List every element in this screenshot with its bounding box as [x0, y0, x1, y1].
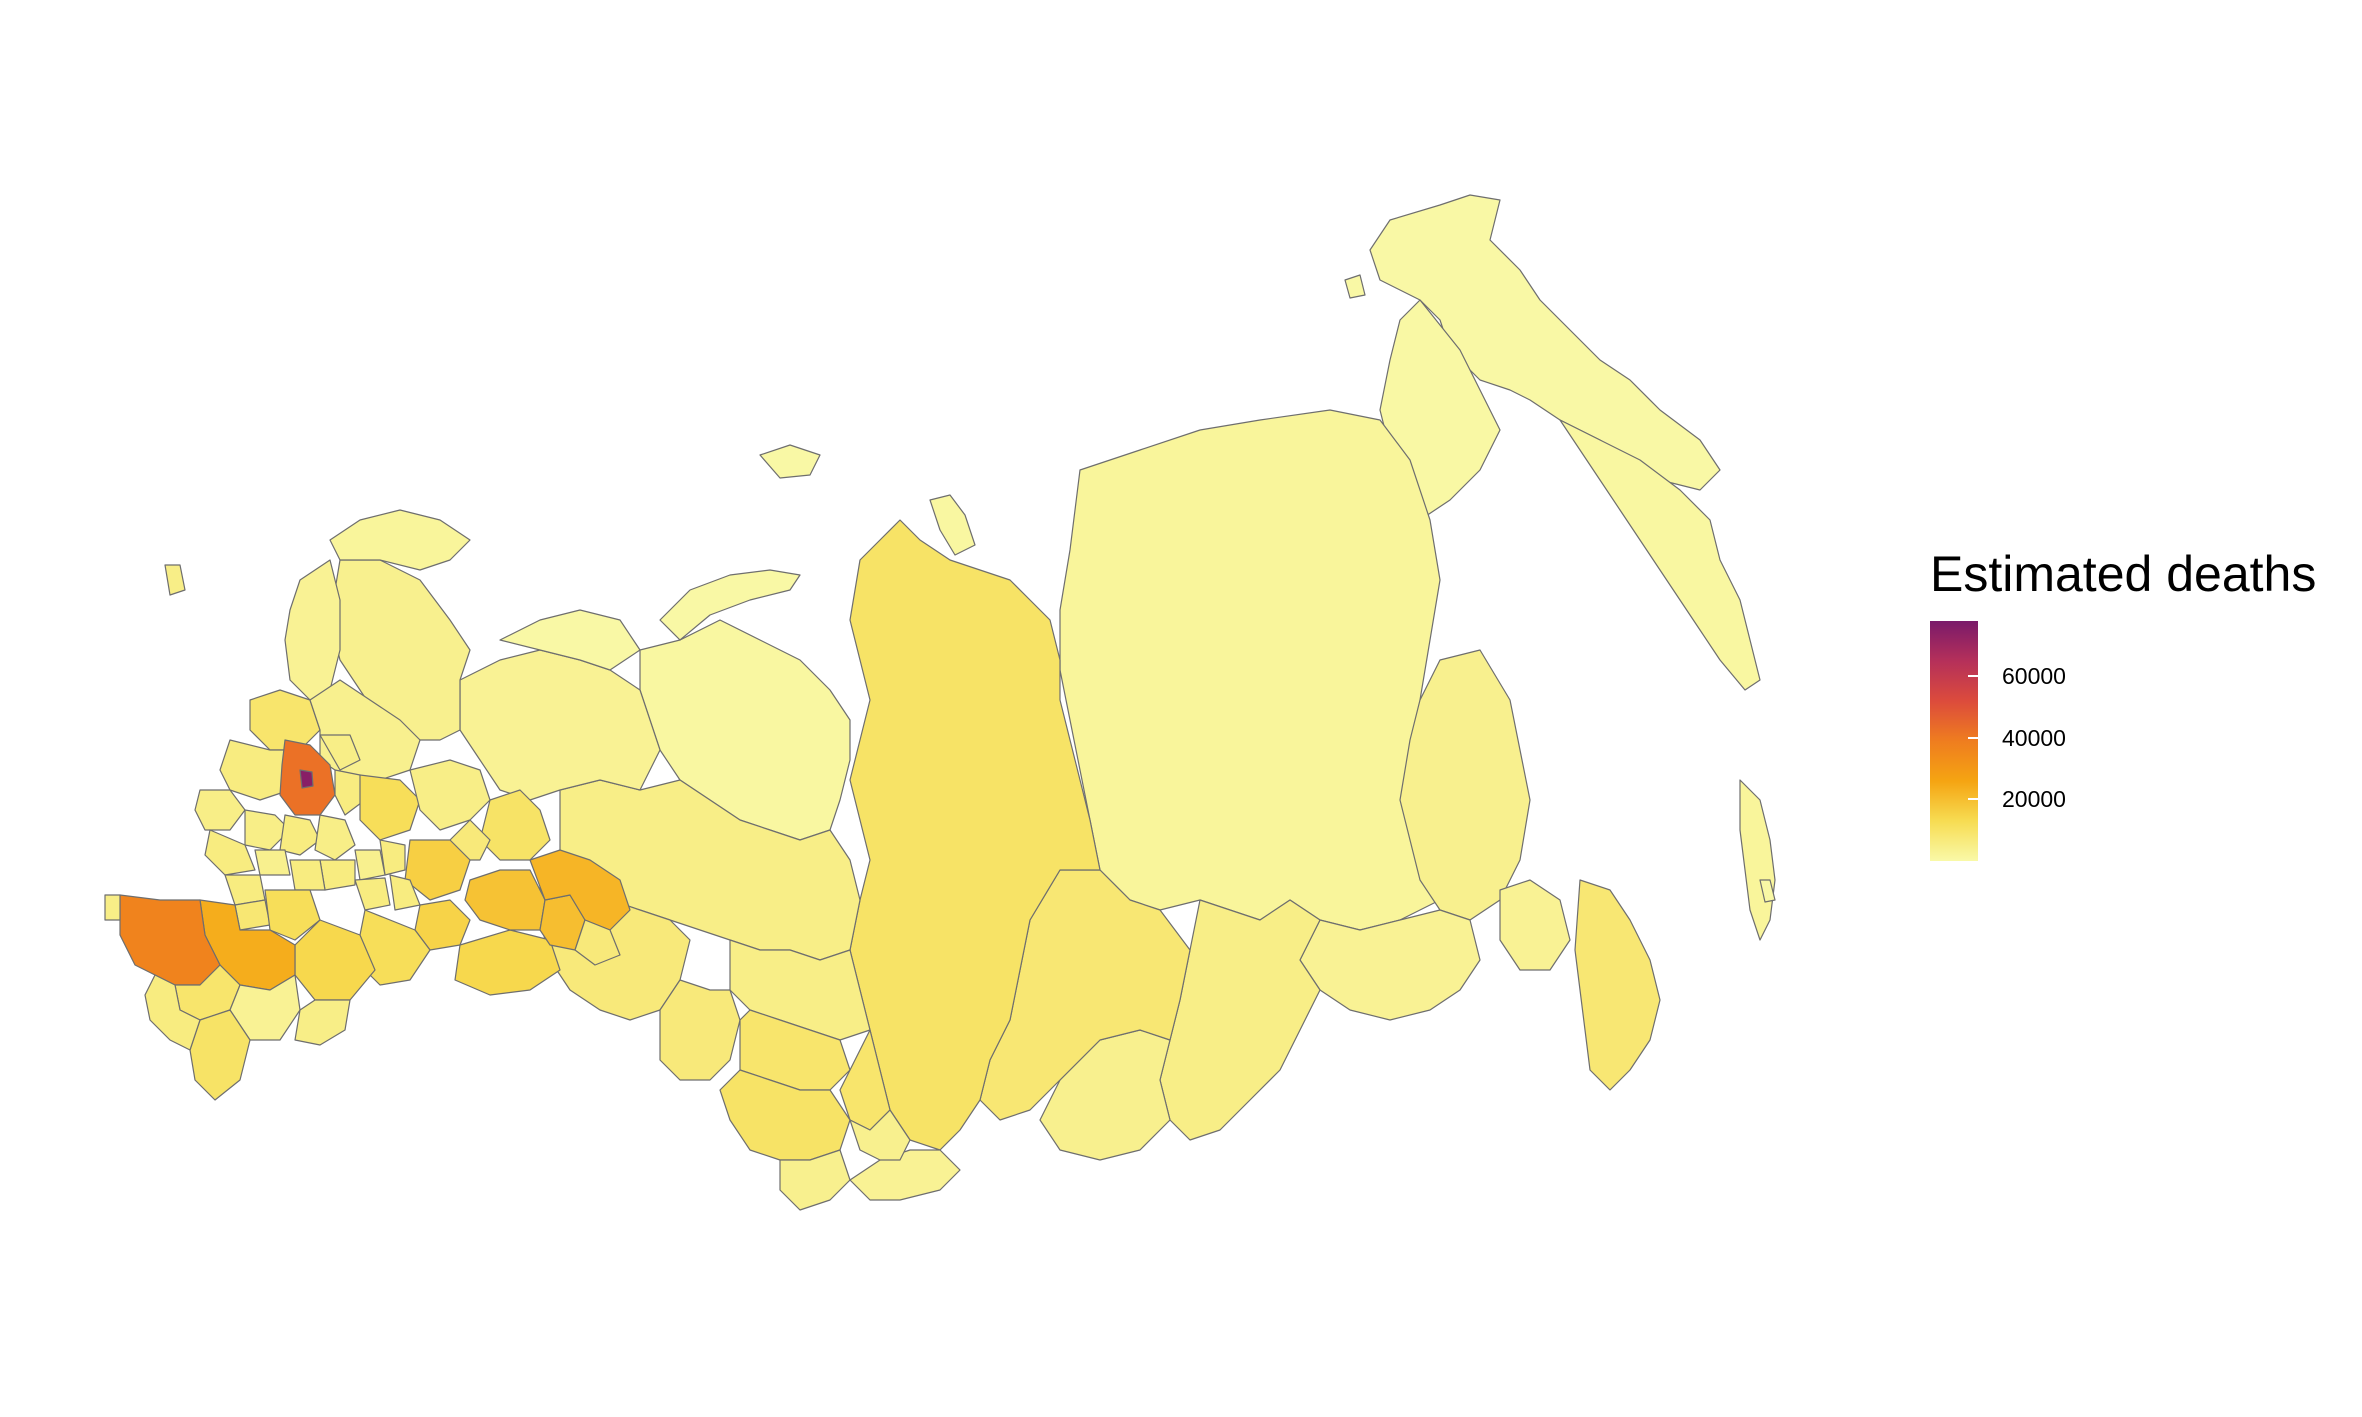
- region-kaliningrad: [164, 564, 186, 596]
- region-krasnoyarsk: [849, 519, 1101, 1151]
- region-kurgan: [574, 919, 621, 966]
- region-kaluga: [244, 809, 291, 851]
- region-n-caucasus: [144, 974, 201, 1051]
- region-sverdlovsk: [529, 849, 631, 931]
- region-severnaya-zemlya: [929, 494, 976, 556]
- region-komi: [459, 649, 661, 801]
- region-kirov: [409, 759, 491, 831]
- region-jewish-ao: [1499, 879, 1571, 971]
- region-tuva: [849, 1149, 961, 1201]
- region-yaroslavl: [319, 734, 361, 771]
- legend-tick-label-40000: 40000: [2002, 724, 2066, 751]
- legend-tick-label-60000: 60000: [2002, 663, 2066, 690]
- region-chuvashia: [379, 839, 406, 876]
- region-smolensk: [194, 789, 246, 831]
- region-karelia: [284, 559, 341, 701]
- region-voronezh: [264, 889, 321, 941]
- region-khakassia: [849, 1109, 911, 1161]
- region-vladimir: [334, 769, 366, 816]
- region-lipetsk: [289, 859, 326, 891]
- region-altai-rep: [779, 1149, 851, 1211]
- region-kamchatka: [1559, 419, 1761, 691]
- region-wrangel: [1344, 274, 1366, 299]
- legend: Estimated deaths 60000 40000 20000: [1930, 545, 2350, 885]
- region-belgorod: [234, 899, 271, 931]
- legend-color-bar: [1930, 621, 1978, 861]
- legend-tick-label-20000: 20000: [2002, 786, 2066, 813]
- region-leningrad: [249, 689, 321, 751]
- region-orel: [254, 849, 291, 876]
- region-ryazan: [314, 814, 356, 861]
- region-tambov: [319, 859, 356, 891]
- map-regions: [104, 194, 1776, 1211]
- legend-tick-mark-40000: [1968, 736, 1978, 739]
- region-penza: [354, 877, 391, 911]
- region-zabaykalsky: [1159, 899, 1321, 1141]
- region-nizhny-novgorod: [359, 774, 421, 841]
- region-murmansk: [329, 509, 471, 571]
- region-moscow-city: [299, 769, 314, 789]
- region-dagestan: [189, 1009, 251, 1101]
- legend-tick-mark-60000: [1968, 675, 1978, 678]
- region-bryansk: [204, 829, 256, 876]
- region-franz-josef: [759, 444, 821, 479]
- region-perm: [479, 789, 551, 861]
- region-astrakhan: [294, 999, 351, 1046]
- region-bashkortostan: [464, 869, 546, 931]
- legend-title: Estimated deaths: [1930, 546, 2317, 602]
- region-novaya-zemlya: [659, 569, 801, 641]
- legend-tick-mark-20000: [1968, 798, 1978, 801]
- region-sakhalin: [1739, 779, 1776, 941]
- region-mordovia: [354, 849, 386, 881]
- region-arkhangelsk: [329, 559, 471, 741]
- region-omsk: [659, 979, 741, 1081]
- region-primorsky: [1574, 879, 1661, 1091]
- region-amur: [1299, 909, 1481, 1021]
- region-tula: [279, 814, 321, 856]
- region-orenburg: [454, 929, 561, 996]
- region-crimea-pt: [104, 894, 121, 921]
- region-kurils: [1759, 879, 1776, 903]
- region-nenets: [499, 609, 641, 671]
